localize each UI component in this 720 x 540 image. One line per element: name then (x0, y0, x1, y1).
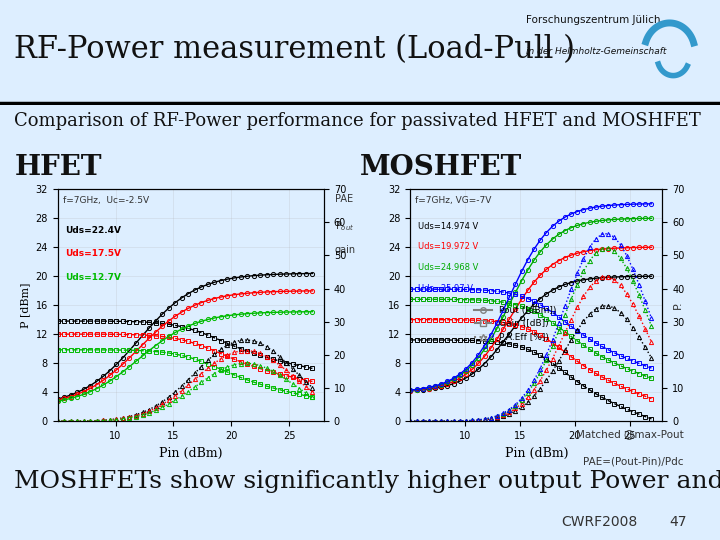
Y-axis label: P [dBm]: P [dBm] (20, 282, 30, 328)
Text: CWRF2008: CWRF2008 (562, 515, 638, 529)
Text: MOSHFETs show significantly higher output Power and PAE: MOSHFETs show significantly higher outpu… (14, 470, 720, 493)
Text: Forschungszentrum Jülich: Forschungszentrum Jülich (526, 15, 660, 25)
Text: Uds=19.972 V: Uds=19.972 V (418, 242, 478, 252)
Text: Uds=22.4V: Uds=22.4V (66, 226, 122, 235)
Text: PAE: PAE (335, 194, 353, 204)
Text: f=7GHz,  Uc=-2.5V: f=7GHz, Uc=-2.5V (63, 196, 149, 205)
Text: in der Helmholtz-Gemeinschaft: in der Helmholtz-Gemeinschaft (526, 46, 666, 56)
Text: Uds=25.97 V: Uds=25.97 V (418, 284, 473, 293)
Text: Uds=24.968 V: Uds=24.968 V (418, 264, 478, 272)
Text: Uds=14.974 V: Uds=14.974 V (418, 221, 478, 231)
X-axis label: Pin (dBm): Pin (dBm) (505, 447, 568, 460)
Text: gain: gain (335, 245, 356, 255)
Text: HFET: HFET (14, 154, 102, 181)
X-axis label: Pin (dBm): Pin (dBm) (159, 447, 222, 460)
Text: 47: 47 (670, 515, 687, 529)
Text: Comparison of RF-Power performance for passivated HFET and MOSHFET: Comparison of RF-Power performance for p… (14, 112, 701, 131)
Text: MOSHFET: MOSHFET (360, 154, 522, 181)
Legend: Pout ([dBm]), Gain ([dB]), P.A.Eff [%]): Pout ([dBm]), Gain ([dB]), P.A.Eff [%]) (470, 302, 560, 345)
Text: Matched @max-Pout: Matched @max-Pout (576, 429, 684, 439)
Text: P.: P. (672, 301, 683, 309)
Text: P$_{out}$: P$_{out}$ (335, 219, 354, 233)
Text: RF-Power measurement (Load-Pull ): RF-Power measurement (Load-Pull ) (14, 34, 575, 65)
Text: PAE=(Pout-Pin)/Pdc: PAE=(Pout-Pin)/Pdc (583, 457, 684, 467)
Text: f=7GHz, VG=-7V: f=7GHz, VG=-7V (415, 196, 492, 205)
Text: Uds=17.5V: Uds=17.5V (66, 249, 122, 258)
Text: Uds=12.7V: Uds=12.7V (66, 273, 122, 281)
